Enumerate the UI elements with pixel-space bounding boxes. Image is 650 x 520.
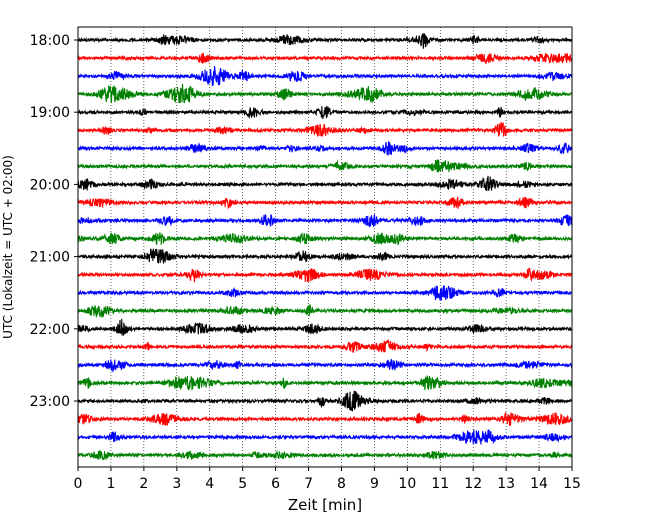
- y-tick-label: 19:00: [30, 105, 70, 121]
- y-axis-ticks: 18:00 19:00 20:00 21:00 22:00 23:00: [30, 33, 78, 410]
- trace-1800: [77, 33, 573, 49]
- grid-lines: [110, 27, 540, 467]
- x-axis-label: Zeit [min]: [288, 496, 362, 514]
- x-tick-label: 13: [497, 476, 515, 492]
- trace-2145: [77, 304, 573, 319]
- trace-2115: [77, 267, 573, 283]
- trace-2315: [77, 412, 573, 426]
- x-tick-label: 5: [238, 476, 247, 492]
- x-tick-label: 6: [271, 476, 280, 492]
- trace-1830: [77, 65, 573, 87]
- y-tick-label: 22:00: [30, 322, 70, 338]
- x-axis-ticks: 0 1 2 3 4 5 6 7 8 9 10 11 12 13 14 15: [74, 467, 581, 492]
- y-tick-label: 23:00: [30, 394, 70, 410]
- x-tick-label: 14: [530, 476, 548, 492]
- x-tick-label: 12: [464, 476, 482, 492]
- y-tick-label: 21:00: [30, 250, 70, 266]
- x-tick-label: 7: [304, 476, 313, 492]
- x-tick-label: 10: [398, 476, 416, 492]
- trace-1930: [77, 141, 573, 156]
- x-tick-label: 0: [74, 476, 83, 492]
- trace-1900: [77, 105, 573, 120]
- trace-2245: [77, 375, 573, 391]
- x-tick-label: 1: [106, 476, 115, 492]
- trace-2030: [77, 213, 573, 228]
- y-tick-label: 18:00: [30, 33, 70, 49]
- x-tick-label: 15: [563, 476, 581, 492]
- trace-2215: [77, 338, 573, 353]
- trace-group: [77, 33, 573, 461]
- trace-2300: [77, 390, 573, 412]
- trace-2000: [77, 175, 573, 192]
- plot-frame: [77, 26, 573, 468]
- trace-1845: [77, 83, 573, 104]
- x-tick-label: 2: [139, 476, 148, 492]
- trace-2230: [77, 359, 573, 373]
- x-tick-label: 11: [431, 476, 449, 492]
- trace-2100: [77, 248, 573, 264]
- trace-2345: [77, 449, 573, 461]
- y-axis-label: UTC (Lokalzeit = UTC + 02:00): [1, 155, 15, 339]
- x-tick-label: 4: [205, 476, 214, 492]
- trace-2045: [77, 232, 573, 246]
- trace-1915: [77, 121, 573, 137]
- trace-2200: [77, 318, 573, 336]
- x-tick-label: 8: [337, 476, 346, 492]
- x-tick-label: 3: [172, 476, 181, 492]
- trace-1815: [77, 52, 573, 65]
- y-tick-label: 20:00: [30, 177, 70, 193]
- trace-1945: [77, 159, 573, 173]
- trace-2130: [77, 285, 573, 301]
- trace-2015: [77, 196, 573, 210]
- trace-2330: [77, 429, 573, 445]
- x-tick-label: 9: [370, 476, 379, 492]
